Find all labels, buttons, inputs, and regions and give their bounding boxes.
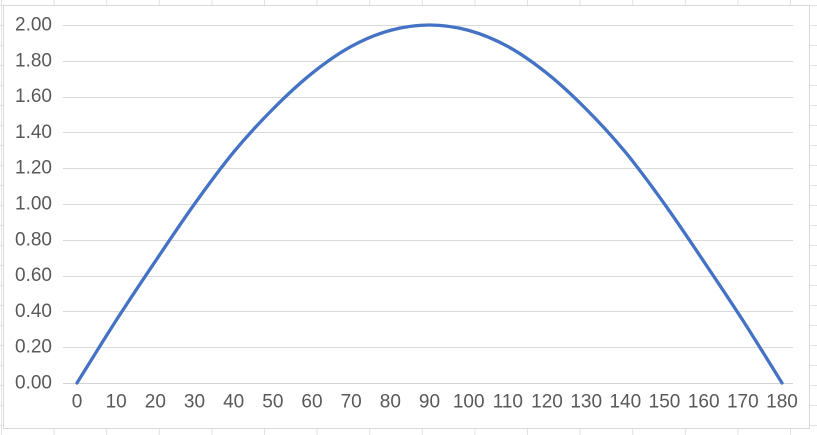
x-tick-label: 40 <box>223 392 244 413</box>
y-tick-label: 1.20 <box>15 158 52 179</box>
x-tick-label: 70 <box>341 392 362 413</box>
x-tick-label: 60 <box>301 392 322 413</box>
x-tick-label: 90 <box>419 392 440 413</box>
x-tick-label: 140 <box>609 392 641 413</box>
x-tick-label: 30 <box>184 392 205 413</box>
y-tick-label: 0.40 <box>15 301 52 322</box>
x-tick-label: 180 <box>766 392 798 413</box>
y-tick-label: 1.60 <box>15 86 52 107</box>
y-axis-labels[interactable]: 0.00 0.20 0.40 0.60 0.80 1.00 1.20 1.40 1.60 1.80… <box>15 15 52 394</box>
x-tick-label: 0 <box>72 392 83 413</box>
y-tick-label: 2.00 <box>15 15 52 36</box>
line-chart: 0.00 0.20 0.40 0.60 0.80 1.00 1.20 1.40 1.60 1.80… <box>15 15 798 413</box>
x-tick-label: 110 <box>493 392 523 413</box>
x-tick-label: 100 <box>453 392 485 413</box>
y-tick-label: 0.00 <box>15 373 52 394</box>
x-tick-label: 10 <box>106 392 127 413</box>
y-tick-label: 0.20 <box>15 337 52 358</box>
x-tick-label: 20 <box>145 392 166 413</box>
series-group <box>75 23 784 385</box>
y-tick-label: 1.00 <box>15 194 52 215</box>
series-line[interactable] <box>75 23 784 385</box>
x-tick-label: 150 <box>649 392 681 413</box>
chart-object[interactable]: 0.00 0.20 0.40 0.60 0.80 1.00 1.20 1.40 1.60 1.80… <box>3 5 810 429</box>
x-tick-label: 50 <box>262 392 283 413</box>
x-tick-label: 80 <box>380 392 401 413</box>
y-tick-label: 0.60 <box>15 265 52 286</box>
x-tick-label: 130 <box>570 392 602 413</box>
gridlines <box>63 25 793 384</box>
x-tick-label: 120 <box>531 392 563 413</box>
x-tick-label: 170 <box>727 392 759 413</box>
x-tick-label: 160 <box>688 392 720 413</box>
y-tick-label: 0.80 <box>15 229 52 250</box>
x-axis-labels[interactable]: 0 10 20 30 40 50 60 70 80 90 100 110 120 130 140 150 160… <box>72 392 798 413</box>
y-tick-label: 1.80 <box>15 50 52 71</box>
y-tick-label: 1.40 <box>15 122 52 143</box>
